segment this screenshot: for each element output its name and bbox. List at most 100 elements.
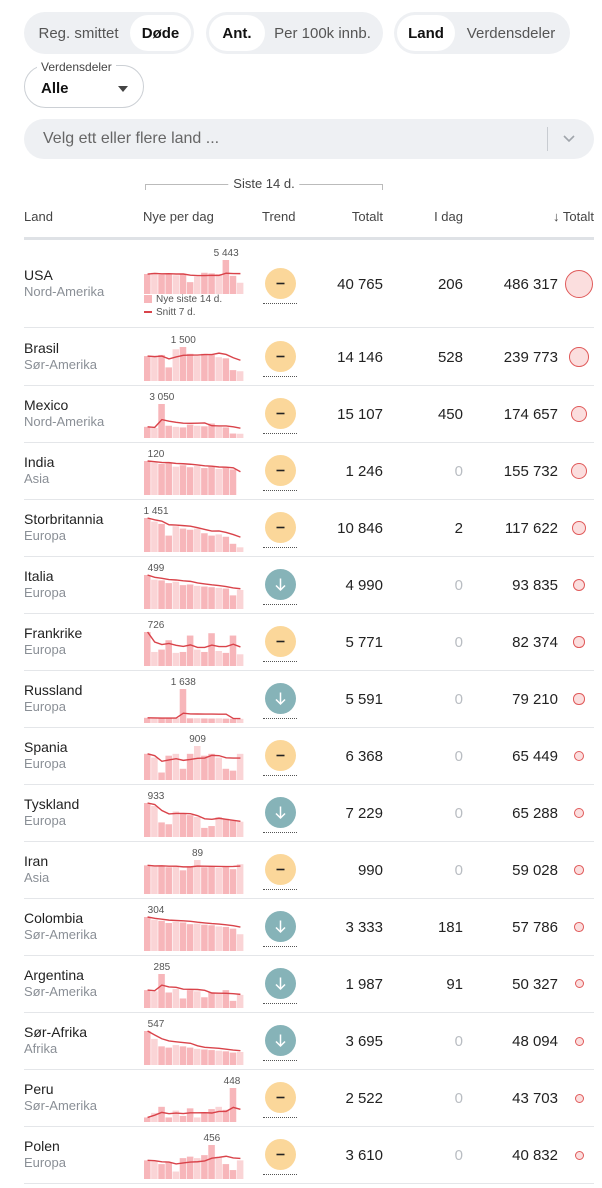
sparkline-bar	[201, 426, 208, 438]
grand-total-deaths: 65 449	[512, 748, 558, 765]
sparkline-bar	[222, 260, 230, 294]
table-row[interactable]: Brasil Sør-Amerika 1 500 14 146 528 239 773	[24, 329, 594, 386]
continent-name: Europa	[24, 642, 66, 657]
table-row[interactable]: Spania Europa 909 6 368 0 65 449	[24, 728, 594, 785]
table-row[interactable]: Russland Europa 1 638 5 591 0 79 210	[24, 671, 594, 728]
sparkline-bar	[158, 865, 165, 894]
sparkline-bar	[201, 718, 208, 723]
sparkline-peak-label: 933	[148, 791, 165, 802]
chevron-down-icon[interactable]	[562, 131, 576, 145]
table-row[interactable]: Storbritannia Europa 1 451 10 846 2 117 622	[24, 500, 594, 557]
trend-badge[interactable]	[263, 1139, 297, 1175]
trend-badge[interactable]	[263, 341, 297, 377]
sparkline-peak-label: 285	[154, 962, 171, 973]
trend-badge[interactable]	[263, 854, 297, 890]
total-deaths-14d: 5 591	[345, 691, 383, 708]
table-row[interactable]: Mexico Nord-Amerika 3 050 15 107 450 174 657	[24, 386, 594, 443]
sparkline-bar	[194, 718, 201, 723]
sparkline-chart: 448	[144, 1076, 241, 1122]
table-row[interactable]: Italia Europa 499 4 990 0 93 835	[24, 557, 594, 614]
sparkline-bar	[215, 757, 222, 780]
table-row[interactable]: Argentina Sør-Amerika 285 1 987 91 50 327	[24, 956, 594, 1013]
sparkline-bar	[229, 928, 237, 951]
sparkline-bar	[222, 867, 230, 894]
country-name: USA	[24, 267, 53, 283]
country-name: Storbritannia	[24, 511, 104, 527]
sparkline-bar	[194, 1117, 201, 1122]
country-name: Iran	[24, 853, 49, 869]
sparkline-bar	[201, 651, 208, 666]
total-size-bubble	[573, 750, 585, 762]
trend-badge[interactable]	[263, 968, 297, 1004]
sparkline-bar	[194, 356, 201, 381]
trend-badge[interactable]	[263, 512, 297, 548]
sparkline-bar	[179, 998, 187, 1008]
trend-badge[interactable]	[263, 740, 297, 776]
sparkline-bar	[208, 535, 215, 552]
trend-badge[interactable]	[263, 797, 297, 833]
total-deaths-14d: 10 846	[337, 520, 383, 537]
minus-icon	[276, 282, 285, 285]
sparkline-bar	[194, 528, 201, 552]
sparkline-bar	[229, 718, 237, 723]
trend-underline	[263, 1003, 297, 1004]
sparkline-bar	[215, 651, 222, 666]
col-header-grand-total[interactable]: ↓ Totalt	[553, 209, 594, 224]
sparkline-peak-label: 1 500	[171, 335, 196, 346]
trend-badge[interactable]	[263, 455, 297, 491]
toggle-per-100k[interactable]: Per 100k innb.	[274, 24, 371, 42]
arrow-down-icon	[275, 578, 286, 592]
trend-badge[interactable]	[263, 268, 297, 304]
region-select[interactable]: Verdensdeler Alle	[24, 60, 144, 108]
search-divider	[547, 127, 548, 151]
grand-total-deaths: 48 094	[512, 1033, 558, 1050]
sparkline-bar	[236, 282, 244, 294]
sparkline-peak-label: 499	[148, 563, 165, 574]
country-name: Sør-Afrika	[24, 1024, 87, 1040]
sparkline-bar	[179, 651, 187, 666]
table-row[interactable]: USA Nord-Amerika 5 443 40 765 206 486 317 Nye …	[24, 242, 594, 328]
col-header-trend[interactable]: Trend	[262, 209, 296, 224]
sparkline-bar	[144, 1031, 151, 1065]
table-row[interactable]: Sør-Afrika Afrika 547 3 695 0 48 094	[24, 1013, 594, 1070]
table-row[interactable]: Peru Sør-Amerika 448 2 522 0 43 703	[24, 1070, 594, 1127]
country-name: Colombia	[24, 910, 84, 926]
total-size-bubble	[571, 463, 587, 479]
trend-underline	[263, 889, 297, 890]
sparkline-bar	[165, 992, 172, 1008]
col-header-new-per-day[interactable]: Nye per dag	[143, 209, 214, 224]
sparkline-bar	[186, 924, 194, 951]
trend-badge[interactable]	[263, 683, 297, 719]
trend-badge[interactable]	[263, 398, 297, 434]
toggle-verdensdeler[interactable]: Verdensdeler	[466, 24, 556, 42]
toggle-land[interactable]: Land	[397, 15, 455, 51]
trend-badge[interactable]	[263, 1025, 297, 1061]
col-header-today[interactable]: I dag	[434, 209, 463, 224]
sparkline-bar	[144, 865, 151, 894]
sparkline-peak-label: 726	[148, 620, 165, 631]
sparkline-bar	[215, 274, 222, 294]
sparkline-bar	[215, 1050, 222, 1065]
table-row[interactable]: Iran Asia 89 990 0 59 028	[24, 842, 594, 899]
col-header-country[interactable]: Land	[24, 209, 53, 224]
toggle-antall[interactable]: Ant.	[209, 15, 265, 51]
table-row[interactable]: India Asia 120 1 246 0 155 732	[24, 443, 594, 500]
table-row[interactable]: Tyskland Europa 933 7 229 0 65 288	[24, 785, 594, 842]
col-header-total[interactable]: Totalt	[351, 209, 383, 224]
country-search-input[interactable]	[24, 119, 544, 159]
trend-badge[interactable]	[263, 911, 297, 947]
total-size-bubble	[573, 636, 585, 648]
trend-badge[interactable]	[263, 569, 297, 605]
continent-name: Europa	[24, 528, 66, 543]
sparkline-peak-label: 909	[189, 734, 206, 745]
table-row[interactable]: Frankrike Europa 726 5 771 0 82 374	[24, 614, 594, 671]
sparkline-bar	[144, 518, 151, 552]
table-row[interactable]: Polen Europa 456 3 610 0 40 832	[24, 1127, 594, 1184]
trend-badge[interactable]	[263, 1082, 297, 1118]
arrow-down-icon	[275, 806, 286, 820]
toggle-reg-smittet[interactable]: Reg. smittet	[38, 24, 119, 42]
sparkline-bar	[179, 870, 187, 894]
toggle-dode[interactable]: Døde	[130, 15, 191, 51]
table-row[interactable]: Colombia Sør-Amerika 304 3 333 181 57 786	[24, 899, 594, 956]
trend-badge[interactable]	[263, 626, 297, 662]
